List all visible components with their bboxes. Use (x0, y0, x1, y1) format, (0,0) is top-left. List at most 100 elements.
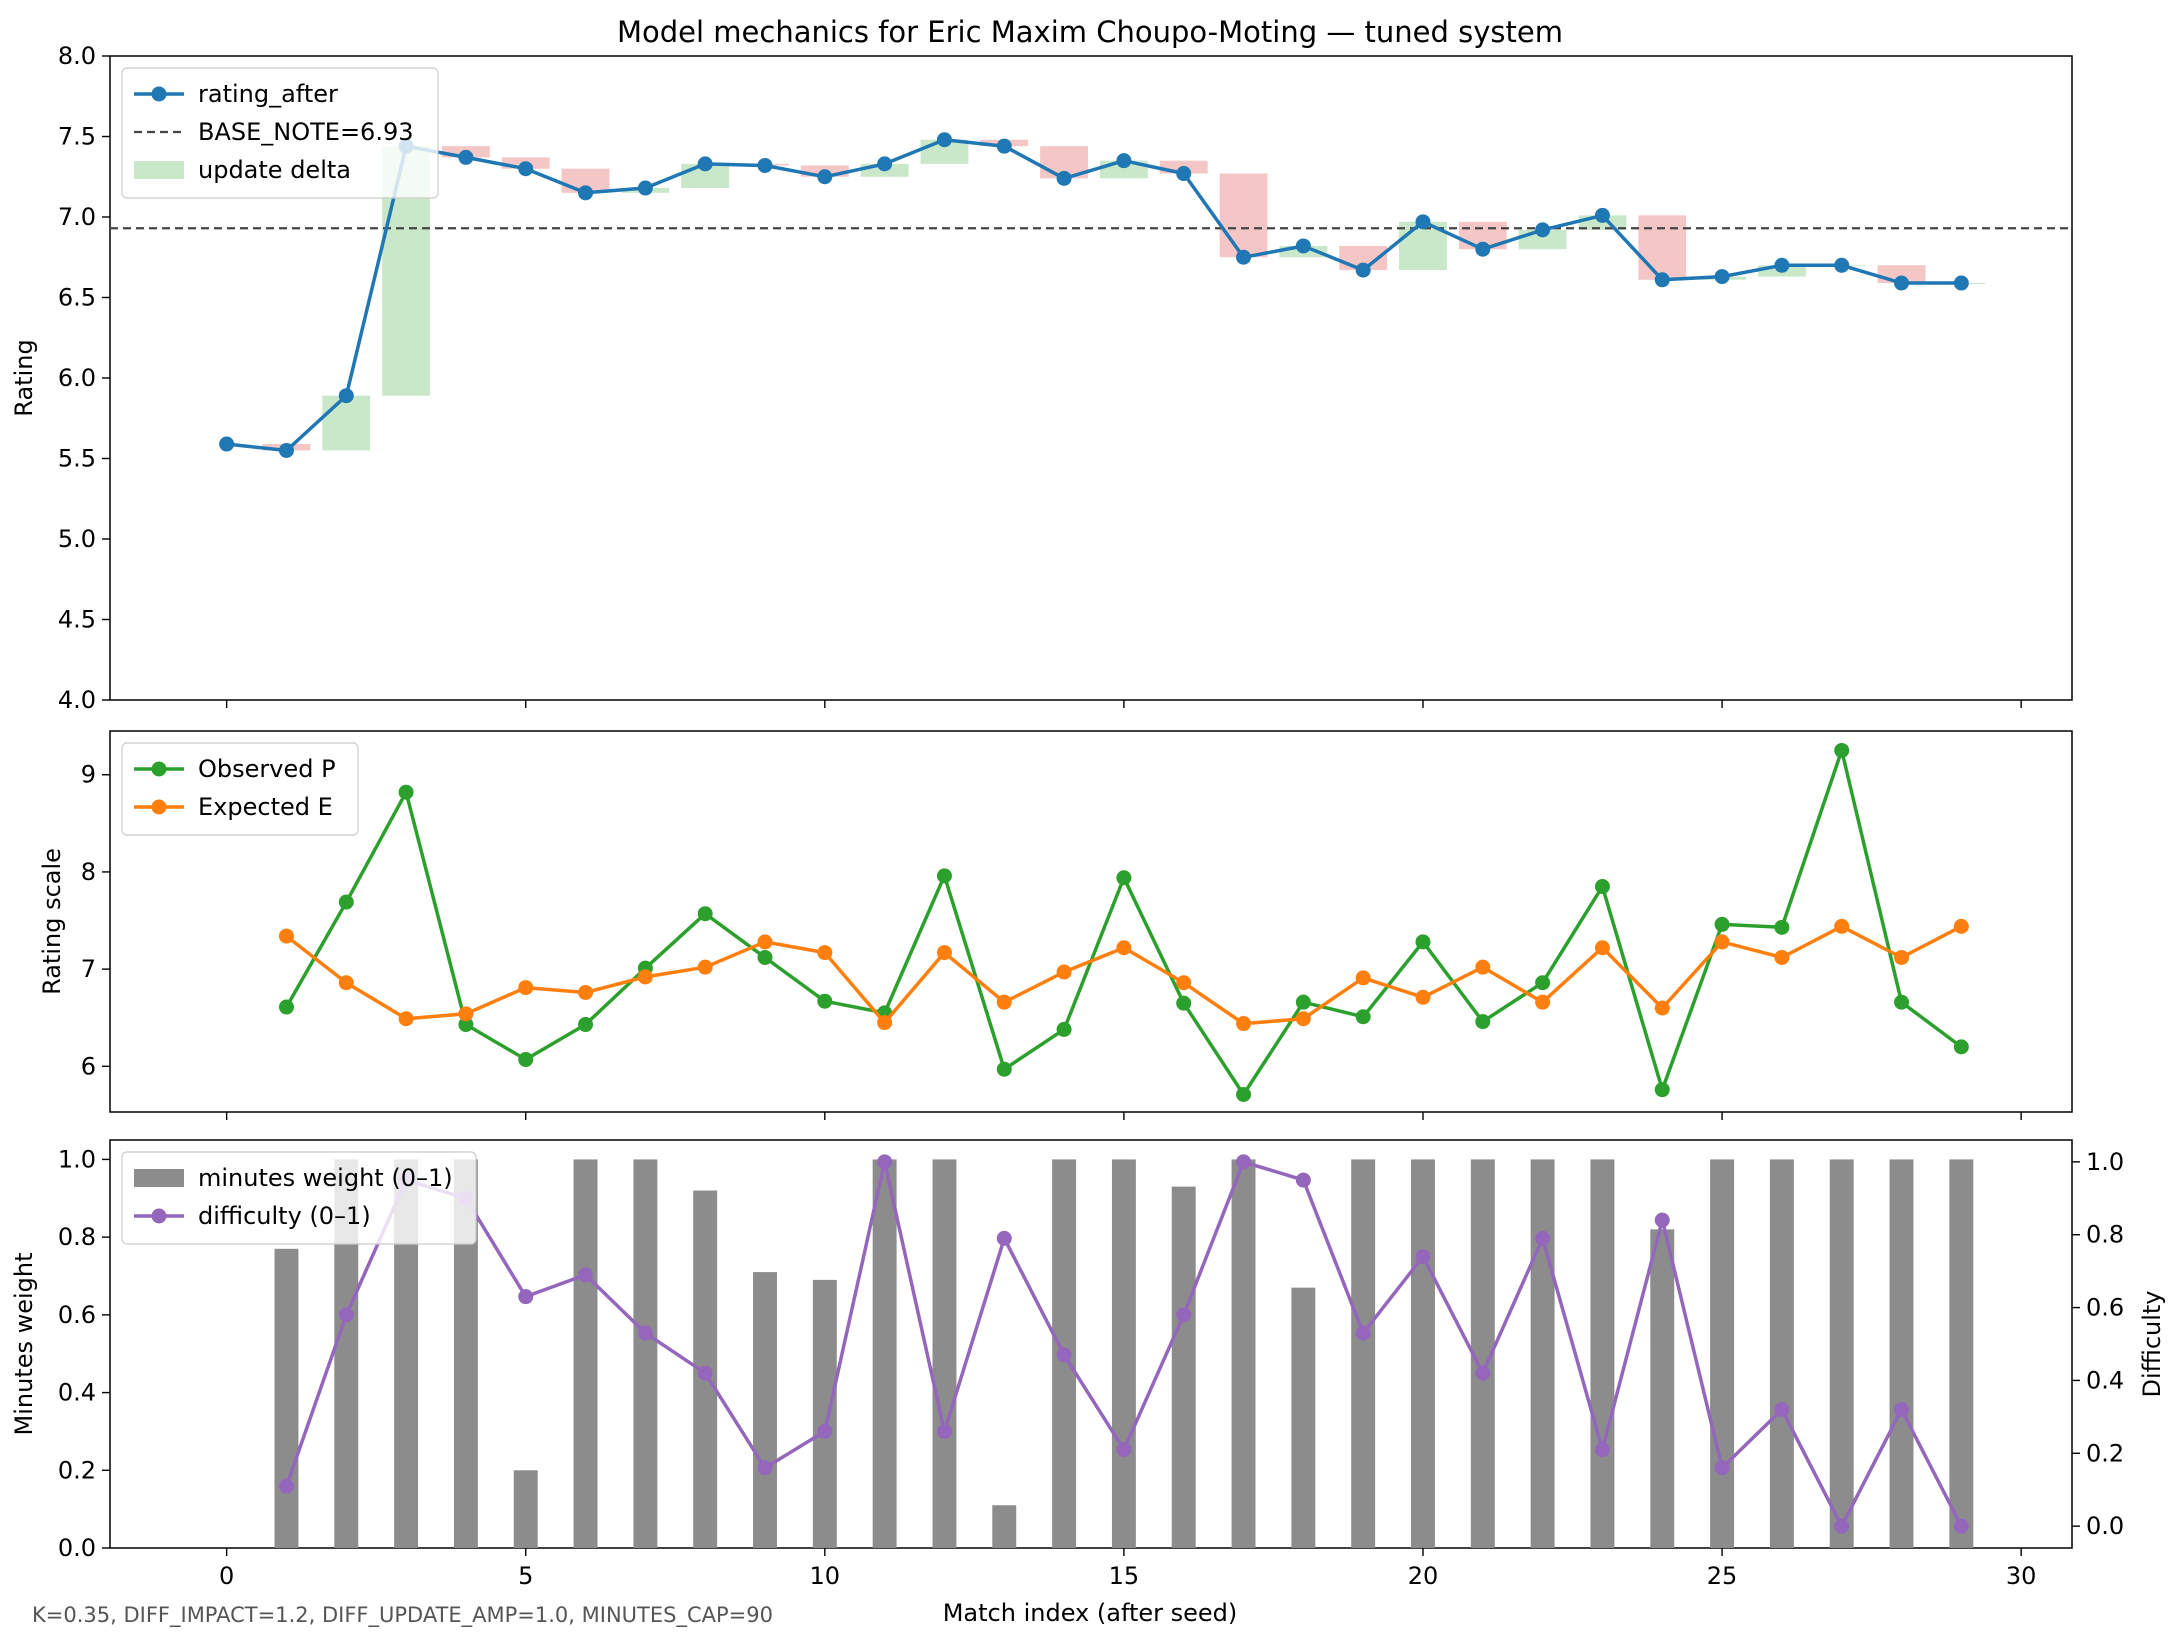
minutes-weight-bar (1829, 1159, 1854, 1548)
rating-after-point (697, 156, 713, 172)
rating-after-point (1116, 153, 1132, 169)
y-tick-label: 1.0 (2086, 1148, 2124, 1176)
rating-after-point (1774, 257, 1790, 273)
y-tick-label: 0.4 (58, 1379, 96, 1407)
legend-label: difficulty (0–1) (198, 1202, 371, 1230)
minutes-weight-bar (274, 1248, 299, 1548)
difficulty-point (1953, 1518, 1969, 1534)
difficulty-point (1894, 1402, 1910, 1418)
y-tick-label: 7.5 (58, 123, 96, 151)
difficulty-point (578, 1267, 594, 1283)
rating-after-point (1176, 166, 1192, 182)
observed-p-point (518, 1052, 534, 1068)
rating-after-point (1654, 272, 1670, 288)
rating-after-point (1594, 207, 1610, 223)
rating-after-point (1714, 269, 1730, 285)
minutes-weight-bar (1231, 1159, 1256, 1548)
observed-p-point (1594, 879, 1610, 895)
legend-marker (151, 86, 167, 102)
observed-p-point (338, 894, 354, 910)
legend-label: rating_after (198, 80, 338, 108)
rating-after-point (458, 149, 474, 165)
observed-p-point (1654, 1082, 1670, 1098)
rating-after-point (1475, 241, 1491, 257)
difficulty-point (1654, 1212, 1670, 1228)
minutes-weight-bar (1351, 1159, 1376, 1548)
rating-after-point (1834, 257, 1850, 273)
y-tick-label: 0.6 (2086, 1294, 2124, 1322)
observed-p-point (578, 1017, 594, 1033)
observed-p-line (284, 748, 1963, 1097)
observed-p-point (1415, 934, 1431, 950)
observed-p-point (697, 906, 713, 922)
y-axis-label: Rating scale (38, 848, 66, 995)
expected-e-point (338, 975, 354, 991)
observed-p-point (1774, 919, 1790, 935)
rating-after-point (1295, 238, 1311, 254)
observed-expected-panel: 6 7 8 9 Rating scale Observed P Expected E (38, 730, 2073, 1120)
observed-p-point (1236, 1087, 1252, 1103)
minutes-weight-bar (1411, 1159, 1435, 1548)
difficulty-point (278, 1478, 294, 1494)
difficulty-point (1355, 1325, 1371, 1341)
y-tick-label: 6.0 (58, 364, 96, 392)
minutes-weight-bar (1949, 1159, 1974, 1548)
x-tick-label: 15 (1109, 1562, 1140, 1590)
difficulty-point (1714, 1460, 1730, 1476)
expected-e-point (518, 980, 534, 996)
minutes-weight-bar (872, 1159, 897, 1548)
expected-e-point (1774, 949, 1790, 965)
rating-panel: 4.0 4.5 5.0 5.5 6.0 6.5 7.0 7.5 8.0 Rating rating_… (10, 42, 2073, 714)
legend-marker (151, 799, 167, 815)
minutes-weight-bar (1889, 1159, 1914, 1548)
minutes-difficulty-panel: 0.0 0.2 0.4 0.6 0.8 1.0 0.0 0.2 0.4 0.6 0.8 1.0 Minu… (10, 1139, 2166, 1590)
observed-p-point (1355, 1009, 1371, 1025)
observed-p-point (398, 784, 414, 800)
observed-p-point (458, 1017, 474, 1033)
observed-p-point (1295, 994, 1311, 1010)
observed-p-point (936, 868, 952, 884)
expected-e-point (1176, 975, 1192, 991)
minutes-weight-bar (992, 1505, 1017, 1548)
observed-p-point (1475, 1014, 1491, 1030)
minutes-weight-bar (812, 1279, 837, 1548)
legend-patch (134, 1169, 184, 1187)
legend-label: minutes weight (0–1) (198, 1164, 453, 1192)
legend-label: Observed P (198, 755, 336, 783)
x-tick-label: 5 (518, 1562, 533, 1590)
legend-label: update delta (198, 156, 351, 184)
update-delta-bar (322, 395, 371, 451)
difficulty-point (996, 1230, 1012, 1246)
rating-after-point (1355, 262, 1371, 278)
minutes-weight-bar (633, 1159, 658, 1548)
minutes-weight-bar (932, 1159, 957, 1548)
observed-p-point (757, 949, 773, 965)
observed-p-point (817, 993, 833, 1009)
rating-after-point (1535, 222, 1551, 238)
x-axis-label: Match index (after seed) (943, 1599, 1238, 1627)
minutes-weight-bar (753, 1272, 777, 1548)
minutes-weight-bar (1590, 1159, 1615, 1548)
y-tick-label: 7 (81, 955, 96, 983)
expected-e-point (578, 984, 594, 1000)
expected-e-point (936, 945, 952, 961)
update-delta-bar (1638, 215, 1687, 280)
legend-box (121, 742, 359, 836)
rating-after-point (637, 180, 653, 196)
y-axis-label: Minutes weight (10, 1252, 38, 1435)
expected-e-point (1116, 940, 1132, 956)
observed-p-point (1056, 1021, 1072, 1037)
minutes-weight-bar (1171, 1186, 1196, 1548)
expected-e-point (817, 945, 833, 961)
rating-after-point (578, 185, 594, 201)
x-tick-label: 25 (1707, 1562, 1738, 1590)
parameters-footnote: K=0.35, DIFF_IMPACT=1.2, DIFF_UPDATE_AMP… (32, 1603, 773, 1628)
expected-e-point (1834, 918, 1850, 934)
observed-p-point (996, 1061, 1012, 1077)
minutes-weight-bar (1111, 1159, 1136, 1548)
y-tick-label: 9 (81, 761, 96, 789)
observed-p-point (1953, 1039, 1969, 1055)
y-tick-label: 5.0 (58, 525, 96, 553)
y-tick-label: 0.0 (58, 1534, 96, 1562)
legend-marker (151, 1208, 167, 1224)
